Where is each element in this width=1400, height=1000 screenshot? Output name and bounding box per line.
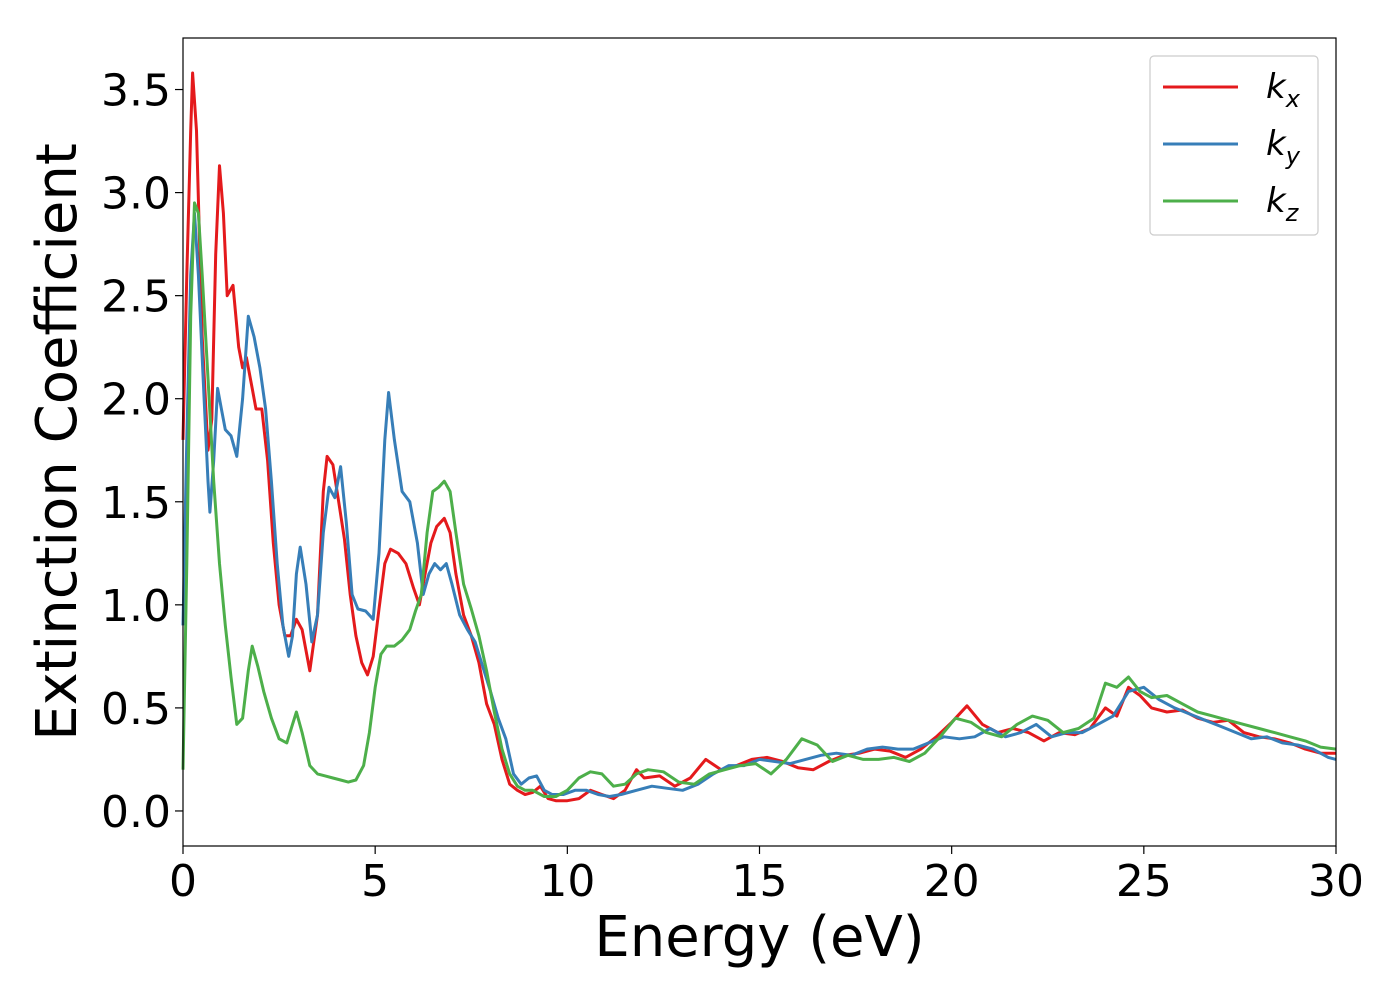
x-tick-label: 15: [732, 856, 788, 907]
series-line-kz: [181, 201, 1337, 798]
legend-label-ky: ky: [1266, 124, 1301, 170]
plot-lines: [181, 71, 1337, 803]
legend-label-base: k: [1266, 124, 1287, 164]
series-line-ky: [181, 211, 1337, 798]
x-tick-label: 5: [361, 856, 389, 907]
legend-label-kx: kx: [1266, 67, 1301, 113]
y-tick-label: 1.0: [101, 581, 171, 632]
x-tick-label: 25: [1116, 856, 1172, 907]
y-tick-label: 3.5: [101, 66, 171, 117]
legend-label-subscript: z: [1285, 199, 1300, 227]
x-tick-label: 0: [169, 856, 197, 907]
x-tick-label: 30: [1308, 856, 1364, 907]
y-tick-label: 3.0: [101, 169, 171, 220]
legend-label-base: k: [1266, 67, 1287, 107]
legend-label-subscript: y: [1285, 142, 1301, 170]
y-tick-label: 2.0: [101, 375, 171, 426]
x-axis-ticks: 0 5 10 15 20 25 30: [169, 846, 1364, 907]
legend-label-base: k: [1266, 181, 1287, 221]
y-tick-label: 0.0: [101, 787, 171, 838]
x-axis-label: Energy (eV): [594, 905, 924, 970]
legend-label-subscript: x: [1285, 85, 1301, 113]
y-axis-ticks: 0.0 0.5 1.0 1.5 2.0 2.5 3.0 3.5: [101, 66, 183, 838]
y-tick-label: 1.5: [101, 478, 171, 529]
y-axis-label: Extinction Coefficient: [25, 143, 90, 741]
x-tick-label: 20: [924, 856, 980, 907]
y-tick-label: 2.5: [101, 272, 171, 323]
x-tick-label: 10: [539, 856, 595, 907]
legend-label-kz: kz: [1266, 181, 1300, 227]
y-tick-label: 0.5: [101, 684, 171, 735]
